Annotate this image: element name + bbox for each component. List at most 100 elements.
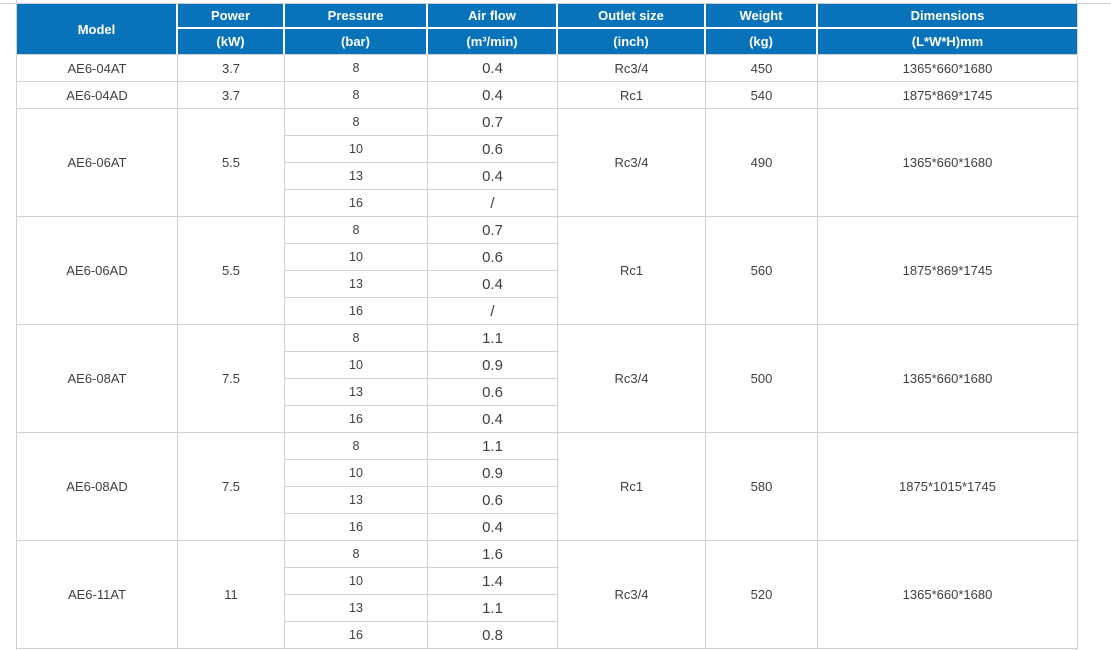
table-row: 10 0.6 [17, 135, 1077, 162]
spec-table-head: Model Power Pressure Air flow Outlet size Wei… [17, 4, 1077, 54]
model-cell: AE6-04AT [17, 54, 178, 81]
table-row: AE6-08AT 7.5 8 1.1 Rc3/4 500 1365*660*1680 [17, 324, 1077, 432]
header-unit-airflow: (m³/min) [428, 29, 558, 54]
airflow-cell: 1.1 [428, 324, 558, 351]
power-cell: 3.7 [178, 54, 285, 81]
airflow-cell: 0.4 [428, 513, 558, 540]
table-row: AE6-04AT 3.7 8 0.4 Rc3/4 450 1365*660*1680 [17, 54, 1077, 81]
header-cell-pressure: Pressure [285, 4, 428, 29]
airflow-cell: 0.4 [428, 81, 558, 108]
pressure-cell: 16 [285, 405, 428, 432]
pressure-cell: 13 [285, 162, 428, 189]
table-row: 10 0.9 [17, 459, 1077, 486]
airflow-cell: / [428, 189, 558, 216]
header-unit-dimensions: (L*W*H)mm [818, 29, 1077, 54]
outlet-size-cell: Rc1 [558, 81, 706, 108]
pressure-cell: 8 [285, 432, 428, 459]
airflow-cell: 0.9 [428, 351, 558, 378]
table-row: 10 0.9 [17, 351, 1077, 378]
dimensions-cell: 1365*660*1680 [818, 324, 1077, 432]
weight-cell: 500 [706, 324, 818, 432]
pressure-cell: 13 [285, 270, 428, 297]
airflow-cell: 1.4 [428, 567, 558, 594]
table-row: 16/ [17, 189, 1077, 216]
pressure-cell: 13 [285, 594, 428, 621]
outlet-size-cell: Rc3/4 [558, 540, 706, 648]
weight-cell: 540 [706, 81, 818, 108]
pressure-cell: 8 [285, 216, 428, 243]
airflow-cell: 0.6 [428, 486, 558, 513]
spec-table: Model Power Pressure Air flow Outlet size Wei… [16, 3, 1078, 649]
outlet-size-cell: Rc3/4 [558, 108, 706, 216]
pressure-cell: 16 [285, 189, 428, 216]
pressure-cell: 10 [285, 351, 428, 378]
header-unit-outlet: (inch) [558, 29, 706, 54]
table-row: AE6-06AT 5.5 8 0.7 Rc3/4 490 1365*660*1680 [17, 108, 1077, 216]
airflow-cell: 0.4 [428, 270, 558, 297]
header-cell-dimensions: Dimensions [818, 4, 1077, 29]
pressure-cell: 8 [285, 54, 428, 81]
table-row: 13 0.6 [17, 486, 1077, 513]
dimensions-cell: 1875*869*1745 [818, 216, 1077, 324]
pressure-cell: 10 [285, 243, 428, 270]
pressure-cell: 8 [285, 540, 428, 567]
header-cell-power: Power [178, 4, 285, 29]
weight-cell: 450 [706, 54, 818, 81]
pressure-cell: 8 [285, 324, 428, 351]
dimensions-cell: 1875*869*1745 [818, 81, 1077, 108]
airflow-cell: 0.6 [428, 135, 558, 162]
model-cell: AE6-06AD [17, 216, 178, 324]
dimensions-cell: 1365*660*1680 [818, 54, 1077, 81]
pressure-cell: 10 [285, 459, 428, 486]
table-row: AE6-04AD 3.7 8 0.4 Rc1 540 1875*869*1745 [17, 81, 1077, 108]
header-cell-airflow: Air flow [428, 4, 558, 29]
airflow-cell: 0.8 [428, 621, 558, 648]
table-row: 13 0.4 [17, 270, 1077, 297]
spec-table-body: AE6-04AT 3.7 8 0.4 Rc3/4 450 1365*660*1680 AE6-… [17, 54, 1077, 648]
dimensions-cell: 1875*1015*1745 [818, 432, 1077, 540]
header-row-units: (kW) (bar) (m³/min) (inch) (kg) (L*W*H)mm [17, 29, 1077, 54]
header-unit-weight: (kg) [706, 29, 818, 54]
airflow-cell: 0.6 [428, 243, 558, 270]
table-row: 16 0.4 [17, 405, 1077, 432]
pressure-cell: 13 [285, 378, 428, 405]
pressure-cell: 13 [285, 486, 428, 513]
table-row: 16/ [17, 297, 1077, 324]
pressure-cell: 16 [285, 513, 428, 540]
header-cell-model: Model [17, 4, 178, 54]
weight-cell: 520 [706, 540, 818, 648]
power-cell: 5.5 [178, 216, 285, 324]
power-cell: 11 [178, 540, 285, 648]
table-row: 16 0.4 [17, 513, 1077, 540]
table-row: 10 1.4 [17, 567, 1077, 594]
pressure-cell: 8 [285, 108, 428, 135]
power-cell: 7.5 [178, 324, 285, 432]
airflow-cell: 1.6 [428, 540, 558, 567]
header-row-labels: Model Power Pressure Air flow Outlet size Wei… [17, 4, 1077, 54]
outlet-size-cell: Rc1 [558, 216, 706, 324]
model-cell: AE6-11AT [17, 540, 178, 648]
airflow-cell: 0.4 [428, 405, 558, 432]
weight-cell: 490 [706, 108, 818, 216]
table-row: AE6-11AT 11 8 1.6 Rc3/4 520 1365*660*1680 [17, 540, 1077, 648]
table-row: 16 0.8 [17, 621, 1077, 648]
table-row: 10 0.6 [17, 243, 1077, 270]
airflow-cell: 0.7 [428, 108, 558, 135]
header-cell-outlet: Outlet size [558, 4, 706, 29]
model-cell: AE6-04AD [17, 81, 178, 108]
table-row: 13 0.6 [17, 378, 1077, 405]
dimensions-cell: 1365*660*1680 [818, 540, 1077, 648]
table-row: AE6-06AD 5.5 8 0.7 Rc1 560 1875*869*1745 [17, 216, 1077, 324]
weight-cell: 560 [706, 216, 818, 324]
pressure-cell: 16 [285, 297, 428, 324]
airflow-cell: 1.1 [428, 432, 558, 459]
airflow-cell: 0.7 [428, 216, 558, 243]
outlet-size-cell: Rc3/4 [558, 54, 706, 81]
model-cell: AE6-06AT [17, 108, 178, 216]
table-row: AE6-08AD 7.5 8 1.1 Rc1 580 1875*1015*1745 [17, 432, 1077, 540]
pressure-cell: 16 [285, 621, 428, 648]
airflow-cell: 1.1 [428, 594, 558, 621]
airflow-cell: / [428, 297, 558, 324]
pressure-cell: 8 [285, 81, 428, 108]
